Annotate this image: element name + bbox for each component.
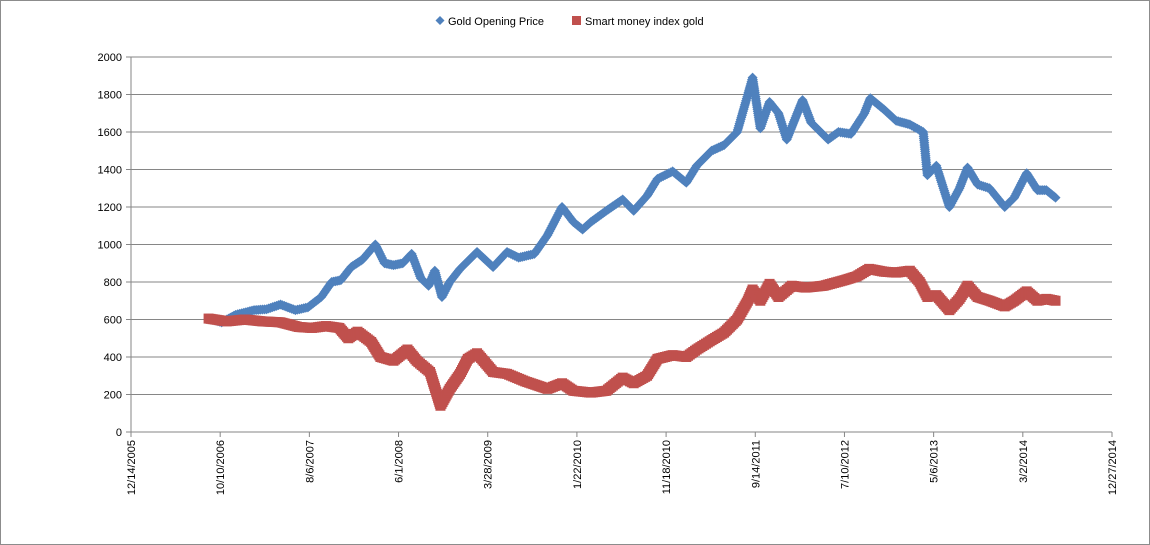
x-tick-label-6-1-2008: 6/1/2008 [394, 440, 406, 483]
x-tick-label-12-27-2014: 12/27/2014 [1107, 440, 1119, 495]
y-tick-labels: 0 200 400 600 800 1000 1200 1400 1600 1800 2000 [98, 52, 122, 439]
axes [126, 56, 1113, 437]
y-tick-label-1400: 1400 [98, 165, 122, 177]
legend-item-smart-money-index-gold: Smart money index gold [572, 16, 704, 28]
y-tick-label-1200: 1200 [98, 202, 122, 214]
point-gold-opening-price [1050, 192, 1061, 203]
x-tick-label-9-14-2011: 9/14/2011 [750, 440, 762, 488]
series-gold-opening-price [203, 72, 1061, 328]
y-tick-label-800: 800 [104, 277, 122, 289]
y-tick-label-200: 200 [104, 390, 122, 402]
y-tick-label-600: 600 [104, 315, 122, 327]
x-tick-label-7-10-2012: 7/10/2012 [839, 440, 851, 489]
legend-label-gold-opening-price: Gold Opening Price [448, 16, 544, 28]
legend: Gold Opening Price Smart money index gol… [435, 16, 704, 28]
y-tick-label-400: 400 [104, 352, 122, 364]
legend-marker-smart-money-index-gold [572, 16, 581, 25]
legend-marker-gold-opening-price [435, 16, 445, 25]
x-tick-label-10-10-2006: 10/10/2006 [215, 440, 227, 495]
x-tick-label-3-2-2014: 3/2/2014 [1018, 440, 1030, 483]
x-tick-label-3-28-2009: 3/28/2009 [483, 440, 495, 489]
y-tick-label-0: 0 [116, 427, 122, 439]
x-tick-label-5-6-2013: 5/6/2013 [929, 440, 941, 483]
y-tick-label-1800: 1800 [98, 90, 122, 102]
y-tick-label-2000: 2000 [98, 52, 122, 64]
x-tick-label-11-18-2010: 11/18/2010 [661, 440, 673, 494]
x-tick-labels: 12/14/2005 10/10/2006 8/6/2007 6/1/2008 3/28… [126, 440, 1119, 495]
x-tick-label-1-22-2010: 1/22/2010 [572, 440, 584, 489]
x-tick-label-8-6-2007: 8/6/2007 [304, 440, 316, 483]
gridlines [131, 56, 1112, 395]
y-tick-label-1000: 1000 [98, 240, 122, 252]
series-layer [203, 72, 1061, 411]
series-smart-money-index-gold [203, 263, 1061, 411]
legend-item-gold-opening-price: Gold Opening Price [435, 16, 544, 28]
y-tick-label-1600: 1600 [98, 127, 122, 139]
legend-label-smart-money-index-gold: Smart money index gold [585, 16, 704, 28]
point-smart-money-index-gold [1050, 295, 1061, 306]
x-tick-label-12-14-2005: 12/14/2005 [126, 440, 138, 495]
